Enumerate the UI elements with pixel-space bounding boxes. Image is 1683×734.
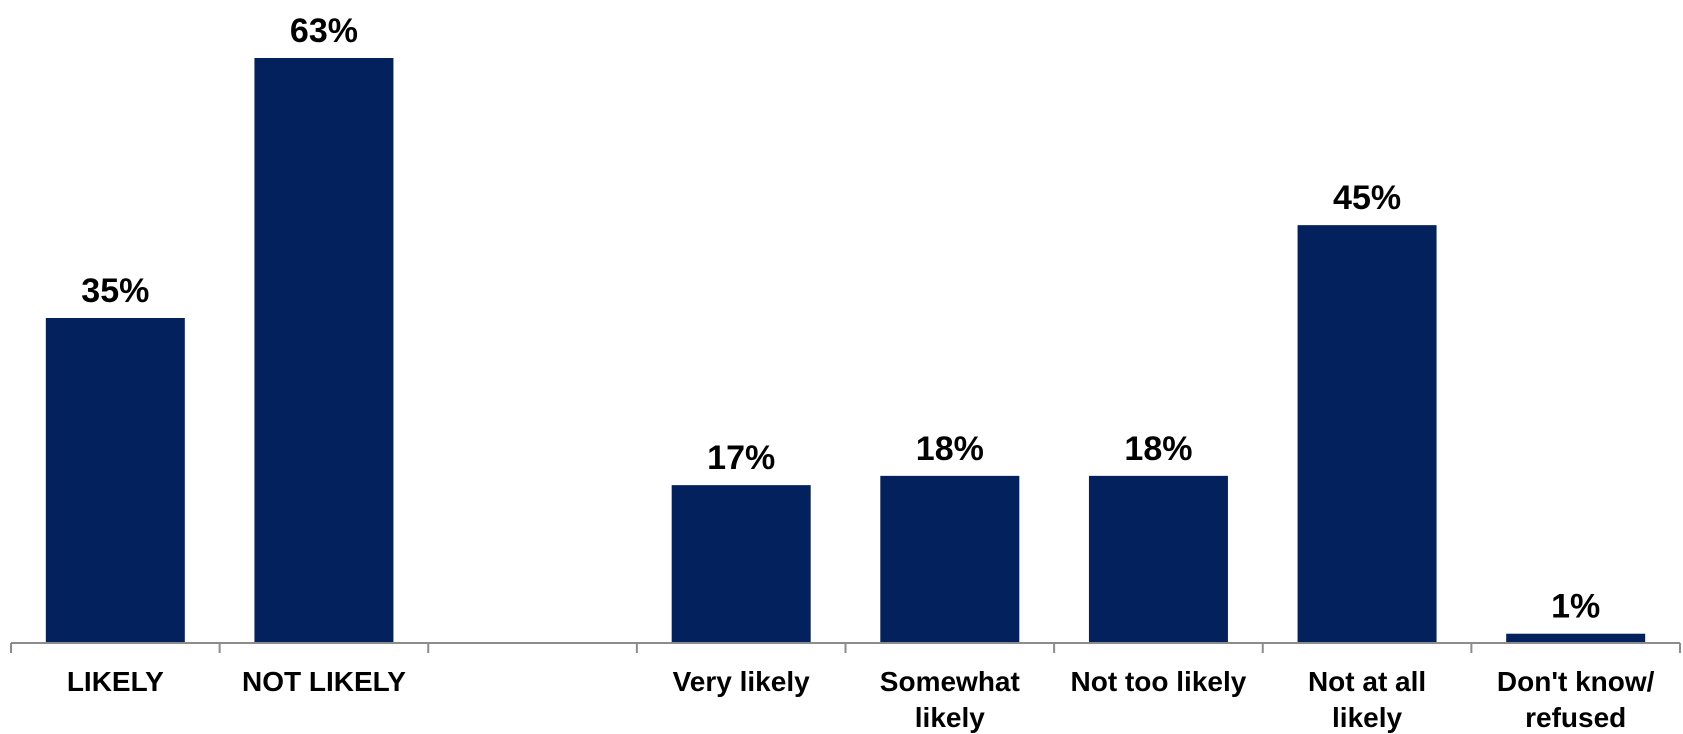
category-label: LIKELY [67, 666, 164, 697]
bar [1506, 633, 1646, 643]
category-label: Don't know/ [1497, 666, 1655, 697]
category-label: Somewhat [880, 666, 1020, 697]
category-labels-group: LIKELY NOT LIKELY Very likely Somewhat likel… [67, 666, 1655, 733]
bar [671, 485, 811, 643]
bar-value-label: 18% [1124, 430, 1192, 468]
category-label: Not at all [1308, 666, 1426, 697]
category-label: likely [1332, 702, 1402, 733]
x-axis [10, 642, 1681, 653]
category-label: NOT LIKELY [242, 666, 406, 697]
bar [1088, 475, 1228, 643]
category-label: Very likely [673, 666, 810, 697]
bar-value-label: 1% [1551, 588, 1600, 626]
bar-value-label: 17% [707, 439, 775, 477]
value-labels-group: 35% 63% 17% 18% 18% 45% 1% [81, 12, 1600, 626]
bar [1297, 225, 1437, 643]
category-label: likely [915, 702, 985, 733]
bar-value-label: 18% [916, 430, 984, 468]
bar [45, 318, 185, 643]
bar [254, 58, 394, 643]
bar-value-label: 63% [290, 12, 358, 50]
bar-value-label: 45% [1333, 179, 1401, 217]
bar-value-label: 35% [81, 272, 149, 310]
bars-group [45, 58, 1646, 643]
category-label: refused [1525, 702, 1626, 733]
bar [880, 475, 1020, 643]
category-label: Not too likely [1071, 666, 1247, 697]
